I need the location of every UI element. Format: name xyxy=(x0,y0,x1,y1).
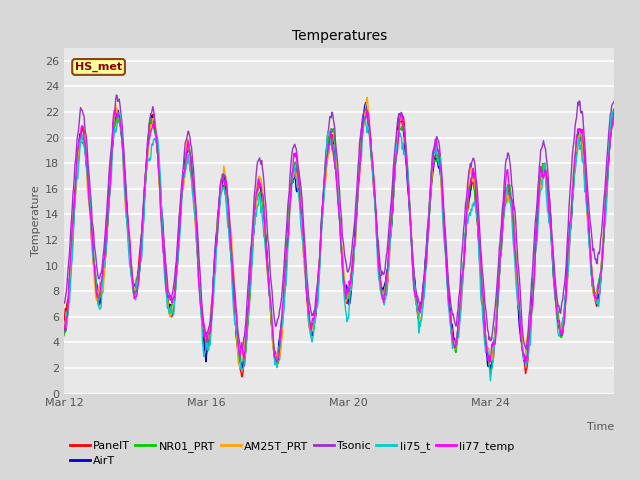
NR01_PRT xyxy=(363,106,371,111)
li77_temp xyxy=(478,285,486,291)
AM25T_PRT xyxy=(479,294,486,300)
NR01_PRT xyxy=(395,133,403,139)
Y-axis label: Temperature: Temperature xyxy=(31,185,41,256)
Tsonic xyxy=(522,346,530,352)
Tsonic xyxy=(381,270,388,276)
NR01_PRT xyxy=(60,333,68,338)
li75_t xyxy=(381,302,388,308)
PanelT xyxy=(94,297,102,303)
AirT xyxy=(381,283,388,288)
Text: HS_met: HS_met xyxy=(75,62,122,72)
li77_temp xyxy=(486,360,493,365)
AM25T_PRT xyxy=(396,124,403,130)
Tsonic xyxy=(60,300,68,306)
AirT xyxy=(536,192,543,197)
NR01_PRT xyxy=(611,111,618,117)
Text: Time: Time xyxy=(587,422,614,432)
li75_t xyxy=(611,121,618,127)
PanelT xyxy=(238,374,246,380)
PanelT xyxy=(361,107,369,112)
Line: Tsonic: Tsonic xyxy=(64,95,614,349)
li75_t xyxy=(412,292,419,298)
AirT xyxy=(362,100,369,106)
NR01_PRT xyxy=(486,368,494,374)
li75_t xyxy=(478,303,486,309)
li77_temp xyxy=(94,294,102,300)
AM25T_PRT xyxy=(364,95,371,100)
AirT xyxy=(611,111,618,117)
Line: li75_t: li75_t xyxy=(64,112,614,381)
li77_temp xyxy=(611,111,618,117)
PanelT xyxy=(611,116,618,121)
li75_t xyxy=(114,109,122,115)
AM25T_PRT xyxy=(611,114,618,120)
Line: li77_temp: li77_temp xyxy=(64,109,614,362)
li77_temp xyxy=(60,322,68,328)
NR01_PRT xyxy=(536,192,543,198)
Line: AirT: AirT xyxy=(64,103,614,372)
Line: AM25T_PRT: AM25T_PRT xyxy=(64,97,614,368)
PanelT xyxy=(536,185,543,191)
PanelT xyxy=(381,292,389,298)
li75_t xyxy=(486,378,494,384)
Tsonic xyxy=(478,266,486,272)
li75_t xyxy=(60,324,68,329)
li75_t xyxy=(395,131,403,137)
li75_t xyxy=(536,200,543,205)
Tsonic xyxy=(94,272,102,278)
PanelT xyxy=(60,320,68,325)
AirT xyxy=(412,283,419,288)
AM25T_PRT xyxy=(536,193,543,199)
li75_t xyxy=(94,293,102,299)
PanelT xyxy=(412,294,420,300)
NR01_PRT xyxy=(412,291,419,297)
Tsonic xyxy=(611,98,618,104)
li77_temp xyxy=(412,294,419,300)
Tsonic xyxy=(395,112,403,118)
Title: Temperatures: Temperatures xyxy=(292,29,387,43)
NR01_PRT xyxy=(381,294,388,300)
Line: NR01_PRT: NR01_PRT xyxy=(64,108,614,371)
AirT xyxy=(60,325,68,331)
li77_temp xyxy=(395,130,403,136)
AM25T_PRT xyxy=(412,300,420,306)
Line: PanelT: PanelT xyxy=(64,109,614,377)
Tsonic xyxy=(113,92,120,98)
AM25T_PRT xyxy=(381,287,389,292)
AirT xyxy=(395,111,403,117)
PanelT xyxy=(479,306,486,312)
Tsonic xyxy=(412,288,419,294)
li77_temp xyxy=(381,292,388,298)
Tsonic xyxy=(536,164,543,169)
NR01_PRT xyxy=(94,294,102,300)
PanelT xyxy=(396,122,403,128)
AM25T_PRT xyxy=(236,365,243,371)
AM25T_PRT xyxy=(60,320,68,325)
li77_temp xyxy=(536,183,543,189)
NR01_PRT xyxy=(478,289,486,295)
li77_temp xyxy=(111,107,119,112)
AirT xyxy=(478,287,486,292)
Legend: PanelT, AirT, NR01_PRT, AM25T_PRT, Tsonic, li75_t, li77_temp: PanelT, AirT, NR01_PRT, AM25T_PRT, Tsoni… xyxy=(70,441,514,466)
AirT xyxy=(94,287,102,293)
AirT xyxy=(486,369,494,375)
AM25T_PRT xyxy=(94,295,102,301)
